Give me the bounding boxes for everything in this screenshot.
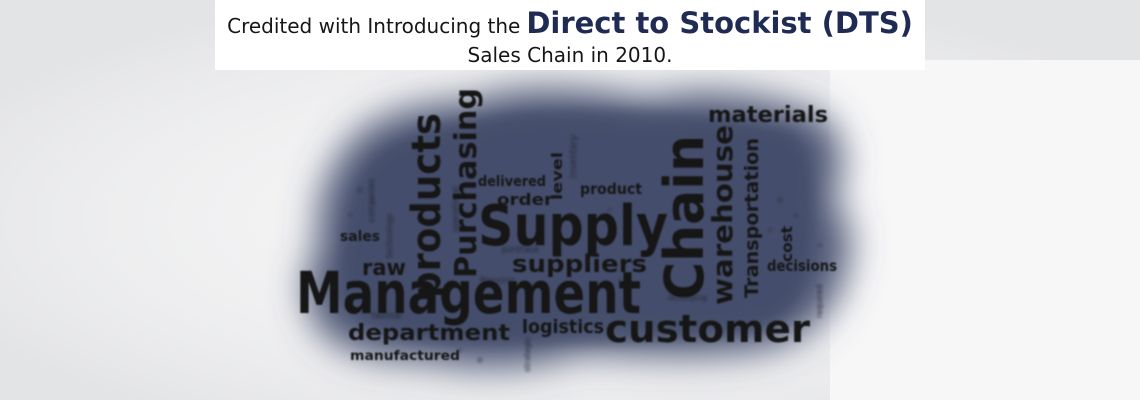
word-products: products: [404, 113, 450, 298]
word-manufactured: manufactured: [350, 349, 460, 364]
word-level: level: [550, 152, 566, 200]
word-strategic: strategic: [523, 337, 532, 372]
word-warehouse: warehouse: [706, 125, 739, 305]
word-decisions: decisions: [767, 257, 837, 275]
word-product: product: [580, 180, 642, 198]
word-technology: technology: [385, 213, 394, 258]
word-delivered: delivered: [478, 174, 546, 190]
word-tactical: tactical: [372, 311, 401, 320]
word-required: required: [815, 284, 824, 318]
word-chain: Chain: [653, 135, 716, 300]
word-logistics: logistics: [522, 316, 604, 338]
headline-emphasis: Direct to Stockist (DTS): [526, 6, 913, 40]
headline-line-1: Credited with Introducing the Direct to …: [215, 6, 925, 46]
word-inventory: inventory: [569, 134, 579, 178]
word-customer: customer: [605, 307, 810, 351]
word-purchasing: Purchasing: [449, 88, 484, 278]
texture-dots: [348, 187, 822, 363]
headline-line-2: Sales Chain in 2010.: [467, 43, 673, 67]
word-developing: developing: [668, 294, 707, 302]
word-order: order: [497, 190, 553, 209]
word-operational: operational: [451, 186, 460, 232]
word-purchase: purchase: [502, 245, 539, 254]
word-cost: cost: [778, 226, 796, 262]
word-department: department: [348, 321, 511, 346]
word-management: Management: [296, 259, 641, 327]
word-sales: sales: [340, 229, 380, 245]
word-planning: Planning: [480, 276, 514, 285]
word-supply: Supply: [478, 194, 668, 259]
headline-prefix: Credited with Introducing the: [227, 14, 521, 38]
word-suppliers: suppliers: [512, 250, 647, 278]
word-transportation: Transportation: [741, 138, 763, 298]
word-materials: materials: [708, 103, 828, 128]
word-raw: raw: [362, 256, 406, 281]
headline-background: [215, 0, 925, 70]
